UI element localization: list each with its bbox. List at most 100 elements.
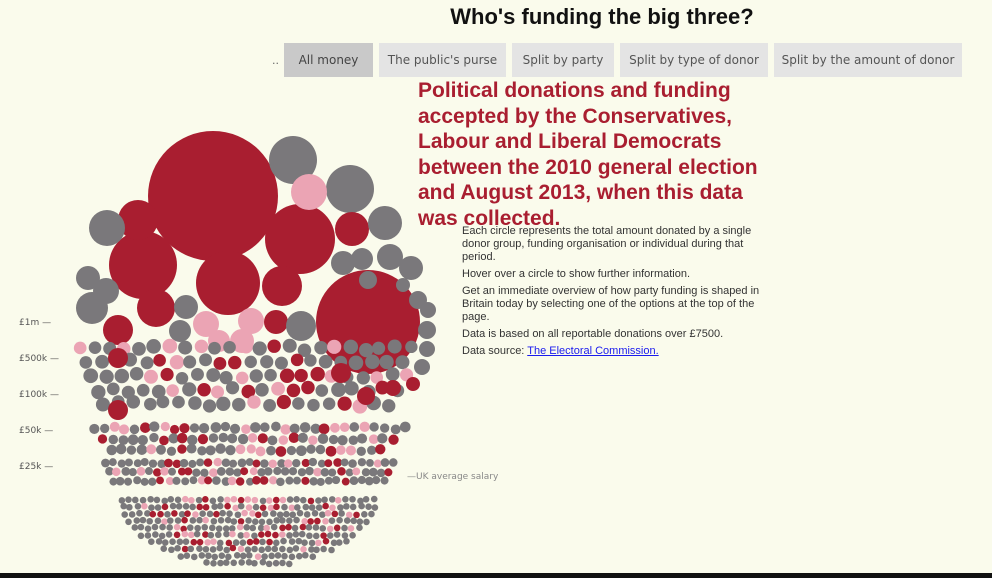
donor-bubble[interactable]: [308, 546, 315, 553]
donor-bubble[interactable]: [174, 295, 198, 319]
donor-bubble[interactable]: [189, 517, 197, 524]
donor-bubble[interactable]: [286, 311, 316, 341]
donor-bubble[interactable]: [169, 354, 185, 370]
donor-bubble[interactable]: [259, 476, 269, 485]
donor-bubble[interactable]: [239, 552, 247, 560]
donor-bubble[interactable]: [344, 381, 359, 396]
donor-bubble[interactable]: [211, 553, 219, 561]
donor-bubble[interactable]: [148, 477, 157, 486]
donor-bubble[interactable]: [317, 433, 329, 444]
donor-bubble[interactable]: [268, 552, 275, 560]
donor-bubble[interactable]: [259, 422, 270, 433]
donor-bubble[interactable]: [259, 558, 267, 566]
donor-bubble[interactable]: [233, 468, 242, 477]
donor-bubble[interactable]: [83, 368, 99, 384]
donor-bubble[interactable]: [276, 477, 285, 487]
donor-bubble[interactable]: [281, 552, 288, 560]
donor-bubble[interactable]: [197, 433, 209, 445]
donor-bubble[interactable]: [100, 423, 110, 434]
donor-bubble[interactable]: [125, 518, 132, 526]
donor-bubble[interactable]: [308, 457, 318, 467]
donor-bubble[interactable]: [229, 423, 241, 434]
donor-bubble[interactable]: [136, 466, 146, 476]
donor-bubble[interactable]: [251, 545, 258, 553]
donor-bubble[interactable]: [180, 525, 187, 533]
donor-bubble[interactable]: [345, 511, 353, 519]
donor-bubble[interactable]: [111, 467, 121, 477]
donor-bubble[interactable]: [299, 422, 311, 433]
donor-bubble[interactable]: [175, 502, 183, 510]
donor-bubble[interactable]: [181, 530, 189, 538]
donor-bubble[interactable]: [292, 397, 305, 410]
donor-bubble[interactable]: [186, 443, 197, 454]
donor-bubble[interactable]: [174, 517, 182, 524]
donor-bubble[interactable]: [217, 516, 225, 524]
donor-bubble[interactable]: [331, 382, 346, 398]
donor-bubble[interactable]: [232, 539, 240, 546]
donor-bubble[interactable]: [193, 311, 219, 337]
donor-bubble[interactable]: [188, 497, 195, 504]
donor-bubble[interactable]: [298, 530, 306, 538]
donor-bubble[interactable]: [194, 524, 201, 532]
donor-bubble[interactable]: [197, 383, 211, 397]
donor-bubble[interactable]: [161, 497, 168, 505]
donor-bubble[interactable]: [115, 443, 127, 455]
donor-bubble[interactable]: [358, 343, 374, 358]
donor-bubble[interactable]: [356, 433, 368, 444]
donor-bubble[interactable]: [237, 458, 247, 468]
donor-bubble[interactable]: [310, 366, 325, 382]
donor-bubble[interactable]: [291, 174, 327, 210]
donor-bubble[interactable]: [333, 458, 343, 467]
donor-bubble[interactable]: [211, 503, 218, 510]
donor-bubble[interactable]: [320, 532, 327, 539]
donor-bubble[interactable]: [265, 560, 273, 568]
donor-bubble[interactable]: [244, 355, 257, 369]
donor-bubble[interactable]: [307, 497, 315, 505]
donor-bubble[interactable]: [349, 495, 356, 503]
donor-bubble[interactable]: [350, 517, 358, 525]
donor-bubble[interactable]: [385, 367, 400, 382]
donor-bubble[interactable]: [183, 552, 191, 559]
donor-bubble[interactable]: [340, 458, 349, 467]
donor-bubble[interactable]: [169, 538, 176, 546]
donor-bubble[interactable]: [109, 421, 120, 432]
donor-bubble[interactable]: [118, 424, 130, 435]
donor-bubble[interactable]: [264, 545, 272, 553]
donor-bubble[interactable]: [137, 434, 148, 446]
donor-bubble[interactable]: [174, 496, 182, 504]
donor-bubble[interactable]: [143, 369, 158, 384]
donor-bubble[interactable]: [229, 459, 238, 468]
donor-bubble[interactable]: [268, 459, 277, 469]
donor-bubble[interactable]: [188, 396, 202, 410]
donor-bubble[interactable]: [306, 444, 316, 454]
donor-bubble[interactable]: [290, 353, 304, 367]
donor-bubble[interactable]: [367, 445, 377, 455]
donor-bubble[interactable]: [190, 367, 204, 381]
donor-bubble[interactable]: [349, 476, 359, 486]
donor-bubble[interactable]: [252, 503, 260, 511]
donor-bubble[interactable]: [76, 266, 100, 290]
tab-split-by-party[interactable]: Split by party: [512, 43, 614, 77]
donor-bubble[interactable]: [293, 516, 300, 524]
donor-bubble[interactable]: [368, 434, 379, 445]
donor-bubble[interactable]: [365, 503, 372, 510]
donor-bubble[interactable]: [357, 387, 375, 405]
donor-bubble[interactable]: [341, 524, 348, 532]
donor-bubble[interactable]: [222, 559, 230, 566]
donor-bubble[interactable]: [345, 468, 354, 477]
donor-bubble[interactable]: [171, 510, 178, 517]
donor-bubble[interactable]: [134, 503, 142, 510]
donor-bubble[interactable]: [333, 524, 341, 532]
donor-bubble[interactable]: [109, 477, 118, 486]
donor-bubble[interactable]: [315, 497, 322, 504]
donor-bubble[interactable]: [154, 504, 162, 511]
donor-bubble[interactable]: [204, 539, 212, 546]
donor-bubble[interactable]: [196, 545, 203, 552]
donor-bubble[interactable]: [264, 530, 272, 538]
donor-bubble[interactable]: [420, 302, 436, 318]
donor-bubble[interactable]: [108, 348, 128, 368]
donor-bubble[interactable]: [148, 459, 158, 468]
donor-bubble[interactable]: [208, 341, 221, 355]
donor-bubble[interactable]: [273, 517, 280, 524]
donor-bubble[interactable]: [254, 553, 262, 560]
